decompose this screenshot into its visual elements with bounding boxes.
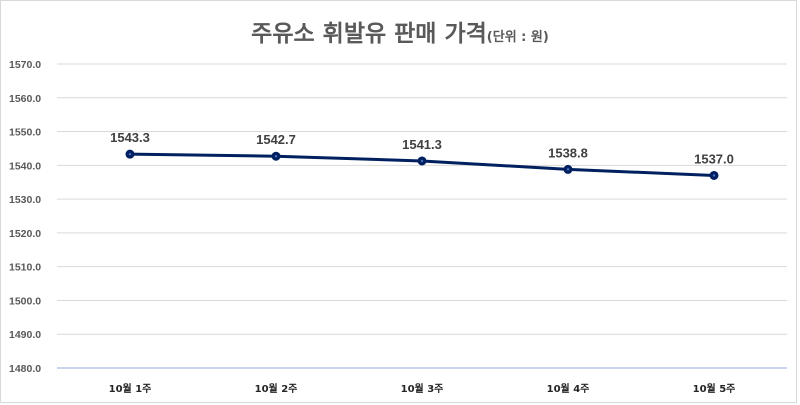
x-tick-label: 10월 1주 bbox=[109, 383, 152, 395]
y-tick-label: 1480.0 bbox=[9, 363, 41, 375]
chart-title-unit: (단위 : 원) bbox=[486, 30, 549, 45]
data-point-center bbox=[566, 168, 570, 171]
data-label: 1543.3 bbox=[110, 130, 150, 145]
x-tick-label: 10월 3주 bbox=[401, 383, 444, 395]
data-label: 1538.8 bbox=[548, 145, 588, 160]
data-label: 1537.0 bbox=[694, 151, 734, 166]
data-label: 1541.3 bbox=[402, 137, 442, 152]
y-tick-label: 1560.0 bbox=[9, 93, 41, 105]
y-tick-label: 1550.0 bbox=[9, 127, 41, 139]
data-point-center bbox=[712, 174, 716, 177]
data-point-center bbox=[274, 155, 278, 158]
y-tick-label: 1570.0 bbox=[9, 59, 41, 71]
x-tick-label: 10월 5주 bbox=[693, 383, 736, 395]
y-tick-label: 1540.0 bbox=[9, 160, 41, 172]
chart-title: 주유소 휘발유 판매 가격(단위 : 원) bbox=[0, 14, 800, 48]
data-label: 1542.7 bbox=[256, 132, 296, 147]
y-tick-label: 1490.0 bbox=[9, 329, 41, 341]
chart-title-main: 주유소 휘발유 판매 가격 bbox=[251, 21, 487, 47]
data-point-center bbox=[420, 159, 424, 163]
y-tick-label: 1510.0 bbox=[9, 262, 41, 274]
x-tick-label: 10월 4주 bbox=[547, 383, 590, 395]
y-tick-label: 1500.0 bbox=[9, 295, 41, 307]
y-tick-label: 1530.0 bbox=[9, 194, 41, 206]
data-point-center bbox=[128, 152, 132, 156]
x-tick-label: 10월 2주 bbox=[255, 383, 298, 395]
y-tick-label: 1520.0 bbox=[9, 228, 41, 240]
